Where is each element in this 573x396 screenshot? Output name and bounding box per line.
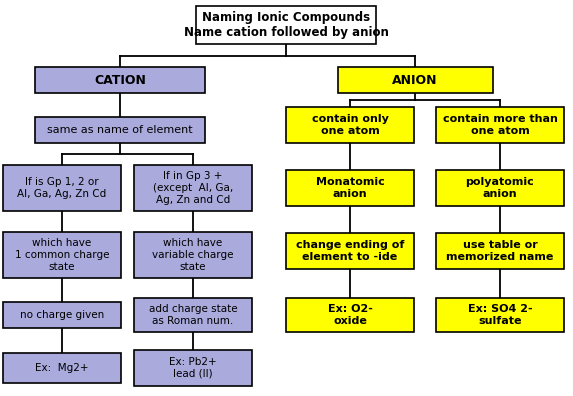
FancyBboxPatch shape xyxy=(436,170,564,206)
FancyBboxPatch shape xyxy=(3,232,121,278)
Text: Monatomic
anion: Monatomic anion xyxy=(316,177,384,199)
FancyBboxPatch shape xyxy=(134,165,252,211)
Text: which have
1 common charge
state: which have 1 common charge state xyxy=(15,238,109,272)
FancyBboxPatch shape xyxy=(3,353,121,383)
FancyBboxPatch shape xyxy=(134,350,252,386)
Text: contain more than
one atom: contain more than one atom xyxy=(442,114,558,136)
FancyBboxPatch shape xyxy=(134,232,252,278)
Text: If is Gp 1, 2 or
Al, Ga, Ag, Zn Cd: If is Gp 1, 2 or Al, Ga, Ag, Zn Cd xyxy=(17,177,107,199)
FancyBboxPatch shape xyxy=(3,302,121,328)
Text: Naming Ionic Compounds
Name cation followed by anion: Naming Ionic Compounds Name cation follo… xyxy=(183,11,388,39)
Text: Ex: SO4 2-
sulfate: Ex: SO4 2- sulfate xyxy=(468,304,532,326)
Text: Ex: O2-
oxide: Ex: O2- oxide xyxy=(328,304,372,326)
Text: Ex: Pb2+
lead (II): Ex: Pb2+ lead (II) xyxy=(169,357,217,379)
FancyBboxPatch shape xyxy=(436,233,564,269)
Text: use table or
memorized name: use table or memorized name xyxy=(446,240,554,262)
Text: polyatomic
anion: polyatomic anion xyxy=(466,177,535,199)
Text: ANION: ANION xyxy=(393,74,438,86)
FancyBboxPatch shape xyxy=(436,107,564,143)
FancyBboxPatch shape xyxy=(286,170,414,206)
FancyBboxPatch shape xyxy=(196,6,376,44)
FancyBboxPatch shape xyxy=(35,117,205,143)
Text: CATION: CATION xyxy=(94,74,146,86)
Text: contain only
one atom: contain only one atom xyxy=(312,114,388,136)
Text: If in Gp 3 +
(except  Al, Ga,
Ag, Zn and Cd: If in Gp 3 + (except Al, Ga, Ag, Zn and … xyxy=(153,171,233,205)
FancyBboxPatch shape xyxy=(337,67,493,93)
FancyBboxPatch shape xyxy=(436,298,564,332)
FancyBboxPatch shape xyxy=(134,298,252,332)
FancyBboxPatch shape xyxy=(286,298,414,332)
FancyBboxPatch shape xyxy=(286,107,414,143)
FancyBboxPatch shape xyxy=(35,67,205,93)
FancyBboxPatch shape xyxy=(286,233,414,269)
Text: change ending of
element to -ide: change ending of element to -ide xyxy=(296,240,404,262)
Text: same as name of element: same as name of element xyxy=(47,125,193,135)
Text: which have
variable charge
state: which have variable charge state xyxy=(152,238,234,272)
Text: no charge given: no charge given xyxy=(20,310,104,320)
Text: Ex:  Mg2+: Ex: Mg2+ xyxy=(36,363,89,373)
Text: add charge state
as Roman num.: add charge state as Roman num. xyxy=(148,304,237,326)
FancyBboxPatch shape xyxy=(3,165,121,211)
